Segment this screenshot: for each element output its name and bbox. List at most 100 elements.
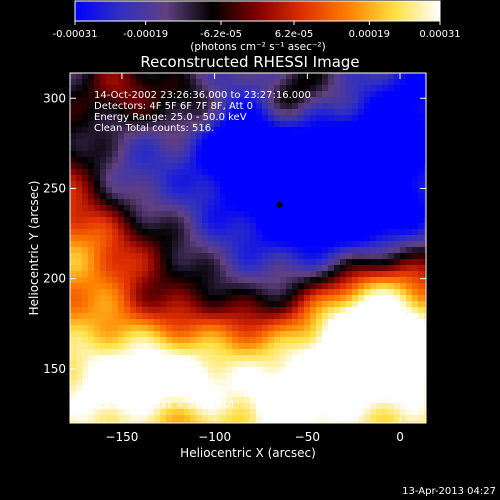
heatmap-cell bbox=[418, 127, 425, 134]
heatmap-cell bbox=[244, 259, 251, 266]
heatmap-cell bbox=[346, 361, 353, 368]
heatmap-cell bbox=[412, 97, 419, 104]
heatmap-cell bbox=[418, 355, 425, 362]
heatmap-cell bbox=[226, 217, 233, 224]
heatmap-cell bbox=[256, 115, 263, 122]
heatmap-cell bbox=[208, 373, 215, 380]
heatmap-cell bbox=[352, 277, 359, 284]
heatmap-cell bbox=[394, 241, 401, 248]
heatmap-cell bbox=[94, 73, 101, 80]
heatmap-cell bbox=[214, 403, 221, 410]
heatmap-cell bbox=[292, 235, 299, 242]
heatmap-cell bbox=[358, 391, 365, 398]
heatmap-cell bbox=[178, 337, 185, 344]
heatmap-cell bbox=[130, 73, 137, 80]
colorbar-unit-label: (photons cm⁻² s⁻¹ asec⁻²) bbox=[190, 41, 325, 53]
heatmap-cell bbox=[76, 169, 83, 176]
heatmap-cell bbox=[406, 235, 413, 242]
heatmap-cell bbox=[214, 241, 221, 248]
heatmap-cell bbox=[280, 325, 287, 332]
heatmap-cell bbox=[244, 169, 251, 176]
heatmap-cell bbox=[154, 349, 161, 356]
heatmap-cell bbox=[112, 397, 119, 404]
heatmap-cell bbox=[394, 295, 401, 302]
heatmap-cell bbox=[70, 385, 77, 392]
heatmap-cell bbox=[304, 313, 311, 320]
heatmap-cell bbox=[76, 121, 83, 128]
heatmap-cell bbox=[268, 259, 275, 266]
heatmap-cell bbox=[142, 121, 149, 128]
heatmap-cell bbox=[274, 319, 281, 326]
heatmap-cell bbox=[118, 283, 125, 290]
heatmap-cell bbox=[340, 97, 347, 104]
heatmap-cell bbox=[310, 145, 317, 152]
heatmap-cell bbox=[322, 247, 329, 254]
heatmap-cell bbox=[328, 241, 335, 248]
heatmap-cell bbox=[412, 229, 419, 236]
heatmap-cell bbox=[244, 277, 251, 284]
heatmap-cell bbox=[238, 259, 245, 266]
heatmap-cell bbox=[298, 169, 305, 176]
heatmap-cell bbox=[88, 163, 95, 170]
heatmap-cell bbox=[388, 235, 395, 242]
heatmap-cell bbox=[136, 199, 143, 206]
heatmap-cell bbox=[178, 271, 185, 278]
heatmap-cell bbox=[178, 241, 185, 248]
heatmap-cell bbox=[70, 331, 77, 338]
heatmap-cell bbox=[70, 97, 77, 104]
heatmap-cell bbox=[232, 307, 239, 314]
heatmap-cell bbox=[274, 331, 281, 338]
heatmap-cell bbox=[292, 277, 299, 284]
heatmap-cell bbox=[214, 313, 221, 320]
heatmap-cell bbox=[76, 199, 83, 206]
heatmap-cell bbox=[376, 349, 383, 356]
heatmap-cell bbox=[166, 85, 173, 92]
heatmap-cell bbox=[118, 187, 125, 194]
heatmap-cell bbox=[376, 193, 383, 200]
heatmap-cell bbox=[352, 265, 359, 272]
heatmap-cell bbox=[292, 73, 299, 80]
heatmap-cell bbox=[190, 199, 197, 206]
heatmap-cell bbox=[268, 415, 275, 422]
heatmap-cell bbox=[106, 73, 113, 80]
heatmap-cell bbox=[418, 253, 425, 260]
heatmap-cell bbox=[142, 169, 149, 176]
heatmap-cell bbox=[232, 343, 239, 350]
heatmap-cell bbox=[412, 217, 419, 224]
heatmap-cell bbox=[118, 331, 125, 338]
heatmap-cell bbox=[76, 415, 83, 422]
heatmap-cell bbox=[358, 193, 365, 200]
heatmap-cell bbox=[412, 397, 419, 404]
heatmap-cell bbox=[100, 229, 107, 236]
heatmap-cell bbox=[142, 145, 149, 152]
heatmap-cell bbox=[118, 211, 125, 218]
heatmap-cell bbox=[112, 283, 119, 290]
heatmap-cell bbox=[154, 115, 161, 122]
heatmap-cell bbox=[394, 379, 401, 386]
heatmap-cell bbox=[310, 379, 317, 386]
heatmap-cell bbox=[274, 247, 281, 254]
heatmap-cell bbox=[82, 253, 89, 260]
heatmap-cell bbox=[370, 85, 377, 92]
heatmap-cell bbox=[364, 109, 371, 116]
heatmap-cell bbox=[364, 205, 371, 212]
heatmap-cell bbox=[70, 223, 77, 230]
heatmap-cell bbox=[262, 175, 269, 182]
heatmap-cell bbox=[238, 223, 245, 230]
heatmap-cell bbox=[94, 331, 101, 338]
heatmap-cell bbox=[244, 145, 251, 152]
heatmap-cell bbox=[346, 295, 353, 302]
heatmap-cell bbox=[106, 391, 113, 398]
heatmap-cell bbox=[304, 109, 311, 116]
heatmap-cell bbox=[118, 151, 125, 158]
heatmap-cell bbox=[346, 211, 353, 218]
heatmap-cell bbox=[388, 283, 395, 290]
heatmap-cell bbox=[100, 415, 107, 422]
heatmap-cell bbox=[88, 157, 95, 164]
heatmap-cell bbox=[70, 307, 77, 314]
heatmap-cell bbox=[406, 403, 413, 410]
heatmap-cell bbox=[418, 301, 425, 308]
heatmap-cell bbox=[292, 265, 299, 272]
heatmap-cell bbox=[406, 283, 413, 290]
heatmap-cell bbox=[412, 205, 419, 212]
